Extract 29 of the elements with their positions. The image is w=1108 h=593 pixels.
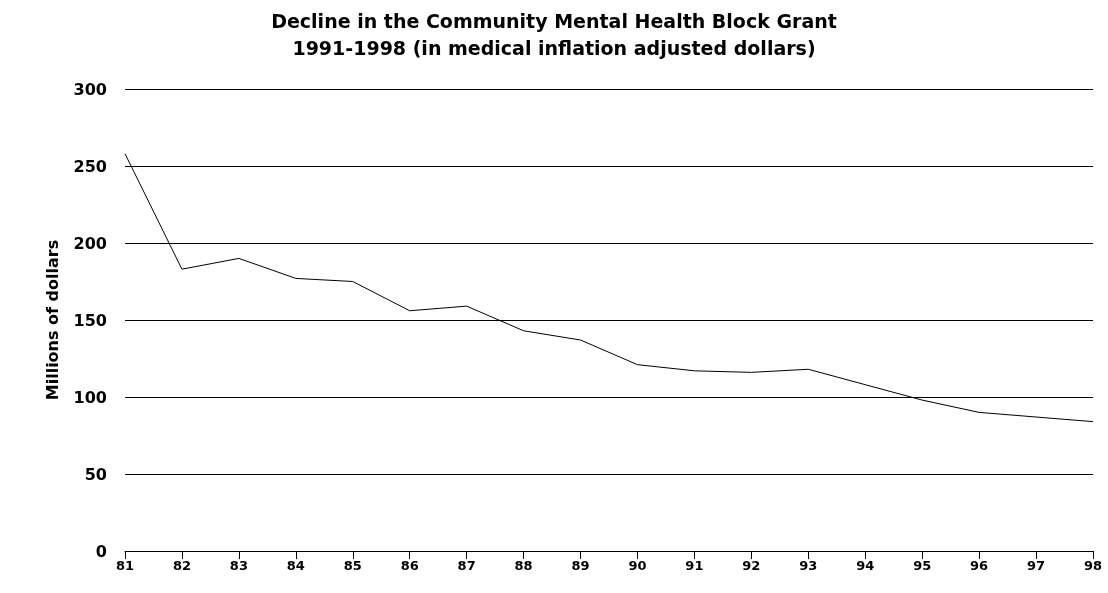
x-tick-label: 89 bbox=[571, 558, 590, 573]
x-tick-label: 88 bbox=[514, 558, 533, 573]
y-tick-label: 100 bbox=[73, 387, 107, 407]
chart-subtitle: 1991-1998 (in medical inflation adjusted dollars) bbox=[292, 36, 816, 59]
x-tick-label: 96 bbox=[970, 558, 989, 573]
x-tick-label: 85 bbox=[343, 558, 362, 573]
x-tick-label: 87 bbox=[457, 558, 476, 573]
y-tick-label: 50 bbox=[84, 464, 107, 484]
x-tick-label: 83 bbox=[229, 558, 248, 573]
x-tick-label: 90 bbox=[628, 558, 647, 573]
x-tick-label: 93 bbox=[799, 558, 818, 573]
x-tick-label: 98 bbox=[1083, 558, 1103, 573]
x-tick-label: 97 bbox=[1027, 558, 1046, 573]
x-tick-label: 92 bbox=[742, 558, 761, 573]
x-tick-label: 91 bbox=[685, 558, 704, 573]
y-tick-label: 0 bbox=[95, 541, 107, 561]
x-tick-label: 82 bbox=[172, 558, 191, 573]
y-tick-label: 200 bbox=[73, 233, 107, 253]
y-tick-label: 300 bbox=[73, 79, 107, 99]
y-axis-title: Millions of dollars bbox=[42, 239, 62, 401]
x-tick-label: 81 bbox=[115, 558, 135, 573]
x-tick-label: 84 bbox=[286, 558, 305, 573]
chart-title: Decline in the Community Mental Health Block Grant bbox=[271, 9, 837, 32]
y-tick-label: 250 bbox=[73, 156, 107, 176]
x-tick-label: 86 bbox=[400, 558, 419, 573]
line-series bbox=[124, 153, 1094, 423]
x-tick-label: 94 bbox=[856, 558, 875, 573]
x-tick-label: 95 bbox=[913, 558, 932, 573]
y-tick-label: 150 bbox=[73, 310, 107, 330]
